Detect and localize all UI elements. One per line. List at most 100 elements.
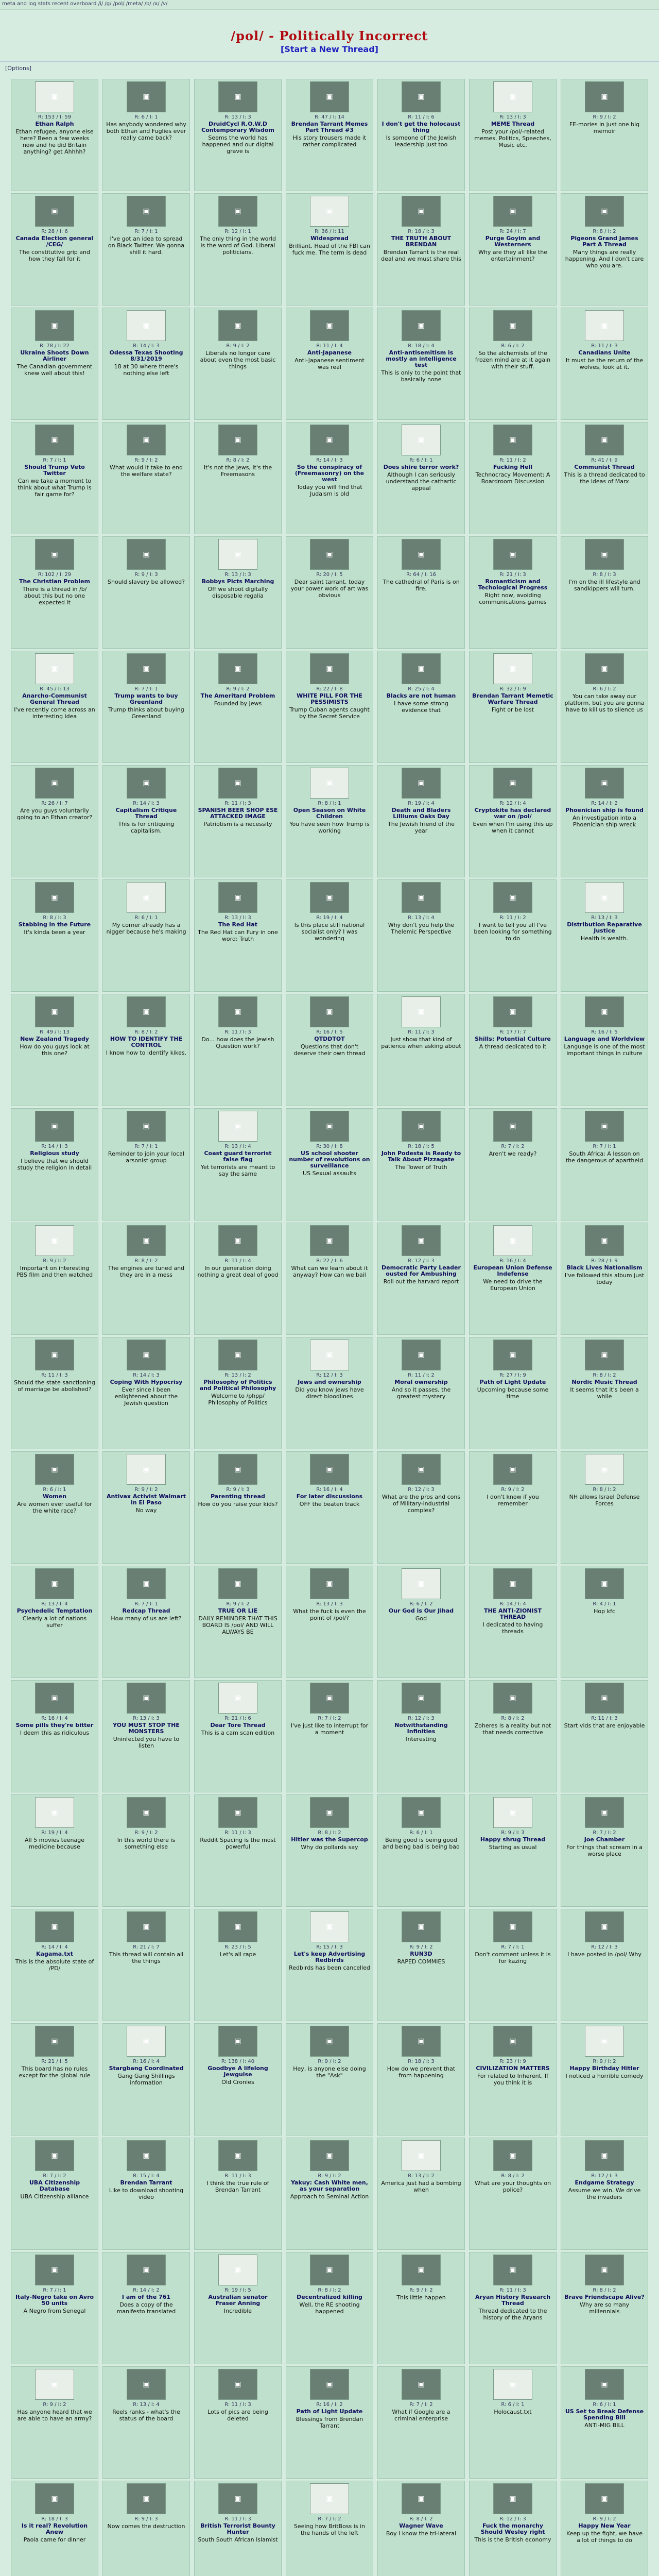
- thread-thumbnail[interactable]: ▣: [127, 1454, 166, 1485]
- thread-thumbnail[interactable]: ▣: [585, 1911, 624, 1942]
- thread-thumbnail[interactable]: ▣: [35, 996, 74, 1027]
- thread-thumbnail[interactable]: ▣: [218, 996, 257, 1027]
- thread-thumbnail[interactable]: ▣: [35, 2026, 74, 2057]
- thread-card[interactable]: ▣ R: 16 / I: 5 QTDDTOT Questions that don't…: [286, 994, 373, 1106]
- thread-card[interactable]: ▣ R: 9 / I: 2 Happy New Year Keep up the fi…: [561, 2481, 648, 2576]
- thread-card[interactable]: ▣ R: 64 / I: 16 The cathedral of Paris is …: [377, 536, 465, 649]
- thread-card[interactable]: ▣ R: 11 / I: 2 Moral ownership And so it pa…: [377, 1337, 465, 1449]
- thread-thumbnail[interactable]: ▣: [310, 425, 349, 455]
- thread-card[interactable]: ▣ R: 9 / I: 2 What would it take to end th…: [102, 422, 190, 534]
- thread-thumbnail[interactable]: ▣: [218, 2140, 257, 2171]
- thread-thumbnail[interactable]: ▣: [585, 310, 624, 341]
- thread-thumbnail[interactable]: ▣: [493, 1797, 532, 1828]
- thread-thumbnail[interactable]: ▣: [585, 196, 624, 227]
- thread-thumbnail[interactable]: ▣: [310, 539, 349, 570]
- thread-card[interactable]: ▣ R: 20 / I: 5 Dear saint tarrant, today y…: [286, 536, 373, 649]
- thread-card[interactable]: ▣ R: 7 / I: 1 Should Trump Veto Twitter Can…: [11, 422, 98, 534]
- thread-thumbnail[interactable]: ▣: [585, 1683, 624, 1714]
- thread-card[interactable]: ▣ R: 8 / I: 3 Stabbing in the Future It's k…: [11, 879, 98, 992]
- thread-thumbnail[interactable]: ▣: [218, 539, 257, 570]
- thread-card[interactable]: ▣ R: 6 / I: 1 Women Are women ever useful f…: [11, 1451, 98, 1564]
- thread-thumbnail[interactable]: ▣: [310, 1454, 349, 1485]
- thread-card[interactable]: ▣ R: 7 / I: 2 UBA Citizenship Database UBA …: [11, 2138, 98, 2250]
- thread-thumbnail[interactable]: ▣: [493, 1683, 532, 1714]
- thread-thumbnail[interactable]: ▣: [127, 1683, 166, 1714]
- thread-thumbnail[interactable]: ▣: [402, 539, 441, 570]
- thread-thumbnail[interactable]: ▣: [218, 1683, 257, 1714]
- options-link[interactable]: [Options]: [5, 65, 32, 72]
- thread-thumbnail[interactable]: ▣: [310, 882, 349, 913]
- thread-thumbnail[interactable]: ▣: [585, 768, 624, 799]
- thread-card[interactable]: ▣ R: 14 / I: 3 Capitalism Critique Thread T…: [102, 765, 190, 877]
- thread-card[interactable]: ▣ R: 24 / I: 7 Purge Goyim and Westerners W…: [469, 193, 557, 306]
- thread-thumbnail[interactable]: ▣: [218, 768, 257, 799]
- nav-item[interactable]: meta: [2, 1, 18, 7]
- thread-thumbnail[interactable]: ▣: [402, 1225, 441, 1256]
- thread-card[interactable]: ▣ R: 8 / I: 2 What are your thoughts on po…: [469, 2138, 557, 2250]
- thread-card[interactable]: ▣ R: 8 / I: 2 Decentralized killing Well, t…: [286, 2252, 373, 2364]
- thread-card[interactable]: ▣ R: 28 / I: 6 Canada Election general /CE…: [11, 193, 98, 306]
- nav-item[interactable]: /meta/: [126, 1, 145, 7]
- thread-thumbnail[interactable]: ▣: [218, 2255, 257, 2285]
- thread-card[interactable]: ▣ R: 8 / I: 2 Zoheres is a reality but not…: [469, 1680, 557, 1792]
- thread-card[interactable]: ▣ R: 21 / I: 5 This board has no rules exc…: [11, 2023, 98, 2136]
- thread-card[interactable]: ▣ R: 9 / I: 2 TRUE OR LIE DAILY REMINDER TH…: [194, 1566, 282, 1678]
- thread-card[interactable]: ▣ R: 16 / I: 2 Path of Light Update Blessin…: [286, 2366, 373, 2479]
- thread-card[interactable]: ▣ R: 14 / I: 4 THE ANTI-ZIONIST THREAD I de…: [469, 1566, 557, 1678]
- thread-card[interactable]: ▣ R: 11 / I: 3 Start vids that are enjoyab…: [561, 1680, 648, 1792]
- thread-card[interactable]: ▣ R: 9 / I: 2 Yakuy: Cash White men, as yo…: [286, 2138, 373, 2250]
- thread-thumbnail[interactable]: ▣: [585, 1225, 624, 1256]
- thread-thumbnail[interactable]: ▣: [35, 1568, 74, 1599]
- thread-card[interactable]: ▣ R: 18 / I: 3 Is it real? Revolution Anew…: [11, 2481, 98, 2576]
- thread-thumbnail[interactable]: ▣: [493, 1568, 532, 1599]
- thread-thumbnail[interactable]: ▣: [493, 653, 532, 684]
- thread-card[interactable]: ▣ R: 7 / I: 1 Reminder to join your local …: [102, 1108, 190, 1221]
- thread-thumbnail[interactable]: ▣: [493, 882, 532, 913]
- nav-item[interactable]: /pol/: [113, 1, 126, 7]
- thread-thumbnail[interactable]: ▣: [35, 81, 74, 112]
- thread-card[interactable]: ▣ R: 19 / I: 5 Australian senator Fraser A…: [194, 2252, 282, 2364]
- thread-thumbnail[interactable]: ▣: [127, 1111, 166, 1142]
- thread-thumbnail[interactable]: ▣: [35, 539, 74, 570]
- thread-card[interactable]: ▣ R: 9 / I: 2 Important on interesting PBS…: [11, 1223, 98, 1335]
- thread-card[interactable]: ▣ R: 9 / I: 3 Happy shrug Thread Starting a…: [469, 1794, 557, 1907]
- thread-thumbnail[interactable]: ▣: [310, 1568, 349, 1599]
- thread-card[interactable]: ▣ R: 11 / I: 4 Anti-Japanese Anti-Japanese …: [286, 308, 373, 420]
- thread-thumbnail[interactable]: ▣: [585, 81, 624, 112]
- thread-thumbnail[interactable]: ▣: [218, 653, 257, 684]
- thread-thumbnail[interactable]: ▣: [127, 1797, 166, 1828]
- thread-thumbnail[interactable]: ▣: [127, 2140, 166, 2171]
- thread-card[interactable]: ▣ R: 9 / I: 2 Hey, is anyone else doing th…: [286, 2023, 373, 2136]
- thread-thumbnail[interactable]: ▣: [218, 310, 257, 341]
- thread-thumbnail[interactable]: ▣: [402, 1568, 441, 1599]
- thread-card[interactable]: ▣ R: 11 / I: 3 SPANISH BEER SHOP ESE ATTAC…: [194, 765, 282, 877]
- thread-card[interactable]: ▣ R: 7 / I: 1 Trump wants to buy Greenland…: [102, 651, 190, 763]
- thread-thumbnail[interactable]: ▣: [127, 1225, 166, 1256]
- thread-card[interactable]: ▣ R: 12 / I: 3 Notwithstanding Infinities I…: [377, 1680, 465, 1792]
- thread-card[interactable]: ▣ R: 32 / I: 9 Brendan Tarrant Memetic War…: [469, 651, 557, 763]
- thread-card[interactable]: ▣ R: 6 / I: 1 Has anybody wondered why bot…: [102, 79, 190, 191]
- start-thread-link[interactable]: [Start a New Thread]: [281, 44, 378, 54]
- nav-item[interactable]: /i/: [98, 1, 105, 7]
- thread-thumbnail[interactable]: ▣: [35, 1111, 74, 1142]
- thread-card[interactable]: ▣ R: 14 / I: 3 So the conspiracy of (Freem…: [286, 422, 373, 534]
- thread-card[interactable]: ▣ R: 17 / I: 7 Shills: Potential Culture A …: [469, 994, 557, 1106]
- thread-card[interactable]: ▣ R: 13 / I: 4 Psychedelic Temptation Clear…: [11, 1566, 98, 1678]
- thread-card[interactable]: ▣ R: 16 / I: 4 European Union Defense Inde…: [469, 1223, 557, 1335]
- thread-thumbnail[interactable]: ▣: [218, 2026, 257, 2057]
- thread-card[interactable]: ▣ R: 14 / I: 3 Religious study I believe th…: [11, 1108, 98, 1221]
- thread-thumbnail[interactable]: ▣: [585, 1340, 624, 1370]
- thread-thumbnail[interactable]: ▣: [402, 196, 441, 227]
- thread-thumbnail[interactable]: ▣: [310, 2483, 349, 2514]
- thread-thumbnail[interactable]: ▣: [127, 1568, 166, 1599]
- thread-card[interactable]: ▣ R: 7 / I: 2 Joe Chamber For things that s…: [561, 1794, 648, 1907]
- thread-thumbnail[interactable]: ▣: [585, 2140, 624, 2171]
- thread-card[interactable]: ▣ R: 8 / I: 2 Pigeons Grand James Part A T…: [561, 193, 648, 306]
- thread-thumbnail[interactable]: ▣: [402, 425, 441, 455]
- thread-card[interactable]: ▣ R: 7 / I: 2 Seeing how BritBoss is in th…: [286, 2481, 373, 2576]
- thread-card[interactable]: ▣ R: 13 / I: 3 MEME Thread Post your /pol/-…: [469, 79, 557, 191]
- thread-thumbnail[interactable]: ▣: [310, 2026, 349, 2057]
